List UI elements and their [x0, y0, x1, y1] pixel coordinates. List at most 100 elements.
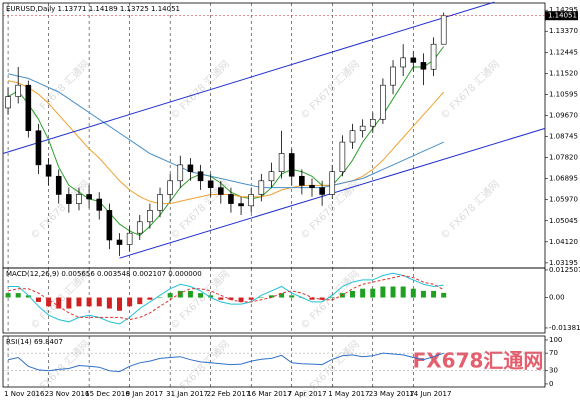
y-tick-label: 1.05045: [549, 217, 578, 225]
candle-body: [126, 232, 133, 245]
histogram-bar: [431, 290, 437, 298]
candle-body: [369, 119, 376, 127]
histogram-bar: [380, 286, 386, 298]
rsi-line: [7, 352, 444, 373]
pane-title: MACD(12,26,9) 0.005656 0.003548 0.002107…: [6, 270, 202, 278]
x-tick-label: 23 May 2017: [369, 390, 415, 398]
candle-body: [76, 194, 82, 204]
histogram-bar: [350, 290, 356, 298]
candle-body: [207, 180, 214, 188]
pane-title: EURUSD,Daily 1.13771 1.14189 1.13725 1.1…: [6, 5, 180, 13]
x-tick-label: 22 Feb 2017: [207, 390, 251, 398]
histogram-bar: [258, 297, 264, 299]
candle-body: [440, 15, 447, 45]
candle-body: [288, 153, 295, 177]
x-tick-label: 14 Jun 2017: [409, 390, 451, 398]
histogram-bar: [319, 297, 325, 300]
candle-body: [187, 164, 194, 172]
last-price-label: 1.14051: [548, 12, 577, 20]
histogram-bar: [228, 297, 234, 300]
candle-body: [278, 153, 285, 172]
histogram-bar: [410, 288, 416, 298]
histogram-bar: [147, 297, 153, 300]
y-tick-label: 1.09670: [549, 111, 578, 119]
histogram-bar: [96, 297, 102, 307]
candle-body: [268, 171, 275, 182]
x-tick-label: 1 May 2017: [328, 390, 369, 398]
candle-body: [136, 221, 143, 234]
y-tick-label: 0.00: [549, 294, 565, 302]
histogram-bar: [66, 297, 72, 309]
candle-body: [339, 141, 346, 172]
candle-body: [309, 185, 315, 188]
candle-body: [349, 130, 356, 143]
y-tick-label: 1.03195: [549, 259, 578, 267]
candle-body: [106, 210, 113, 241]
candle-body: [177, 164, 184, 182]
y-tick-label: 1.14295: [549, 6, 578, 14]
macd-pane: [2, 267, 546, 334]
candle-body: [390, 66, 396, 86]
y-tick-label: 70: [549, 349, 558, 357]
candle-body: [116, 239, 123, 245]
candle-body: [319, 187, 325, 195]
histogram-bar: [390, 286, 396, 298]
histogram-bar: [56, 297, 62, 309]
y-tick-label: 1.11520: [549, 69, 578, 77]
candle-body: [299, 175, 305, 186]
candle-body: [5, 96, 11, 109]
x-tick-label: 16 Mar 2017: [247, 390, 291, 398]
candle-body: [15, 84, 21, 97]
y-tick-label: 1.06895: [549, 175, 578, 183]
pane-title: RSI(14) 69.8407: [6, 338, 63, 346]
histogram-bar: [25, 295, 31, 298]
histogram-bar: [289, 295, 295, 298]
histogram-bar: [127, 297, 133, 307]
x-tick-label: 1 Nov 2016: [4, 390, 45, 398]
candle-body: [218, 187, 224, 195]
y-tick-label: 1.08745: [549, 133, 578, 141]
y-tick-label: -0.013812: [549, 324, 580, 332]
x-tick-label: 9 Jan 2017: [126, 390, 164, 398]
histogram-bar: [420, 290, 426, 298]
histogram-bar: [218, 297, 224, 300]
y-tick-label: 0: [549, 380, 553, 388]
y-tick-label: 100: [549, 336, 562, 344]
y-tick-label: 1.12445: [549, 48, 578, 56]
histogram-bar: [86, 297, 92, 307]
last-price-box: [545, 11, 578, 21]
histogram-bar: [117, 297, 123, 311]
candle-body: [359, 125, 366, 132]
candle-body: [45, 164, 52, 177]
histogram-bar: [76, 297, 82, 307]
candle-body: [167, 180, 173, 195]
histogram-bar: [279, 293, 285, 298]
histogram-bar: [187, 290, 193, 298]
candle-body: [329, 171, 336, 195]
y-tick-label: 1.04120: [549, 238, 578, 246]
histogram-bar: [360, 288, 366, 298]
candle-body: [157, 194, 163, 211]
y-tick-label: 30: [549, 367, 558, 375]
histogram-bar: [167, 293, 173, 298]
histogram-bar: [248, 297, 254, 300]
histogram-bar: [137, 297, 143, 305]
histogram-bar: [15, 293, 21, 298]
candle-body: [380, 84, 386, 120]
histogram-bar: [309, 297, 315, 300]
candle-body: [410, 57, 417, 63]
candle-body: [197, 171, 204, 182]
candle-body: [248, 194, 255, 207]
candle-body: [228, 194, 234, 204]
candle-body: [25, 84, 32, 132]
candle-body: [35, 130, 42, 166]
histogram-bar: [441, 292, 447, 298]
candle-body: [66, 194, 72, 204]
channel-line: [2, 1, 495, 154]
x-tick-label: 7 Apr 2017: [288, 390, 327, 398]
histogram-bar: [198, 293, 204, 298]
candle-body: [147, 210, 153, 223]
candle-body: [96, 198, 103, 211]
moving-average: [7, 80, 445, 205]
